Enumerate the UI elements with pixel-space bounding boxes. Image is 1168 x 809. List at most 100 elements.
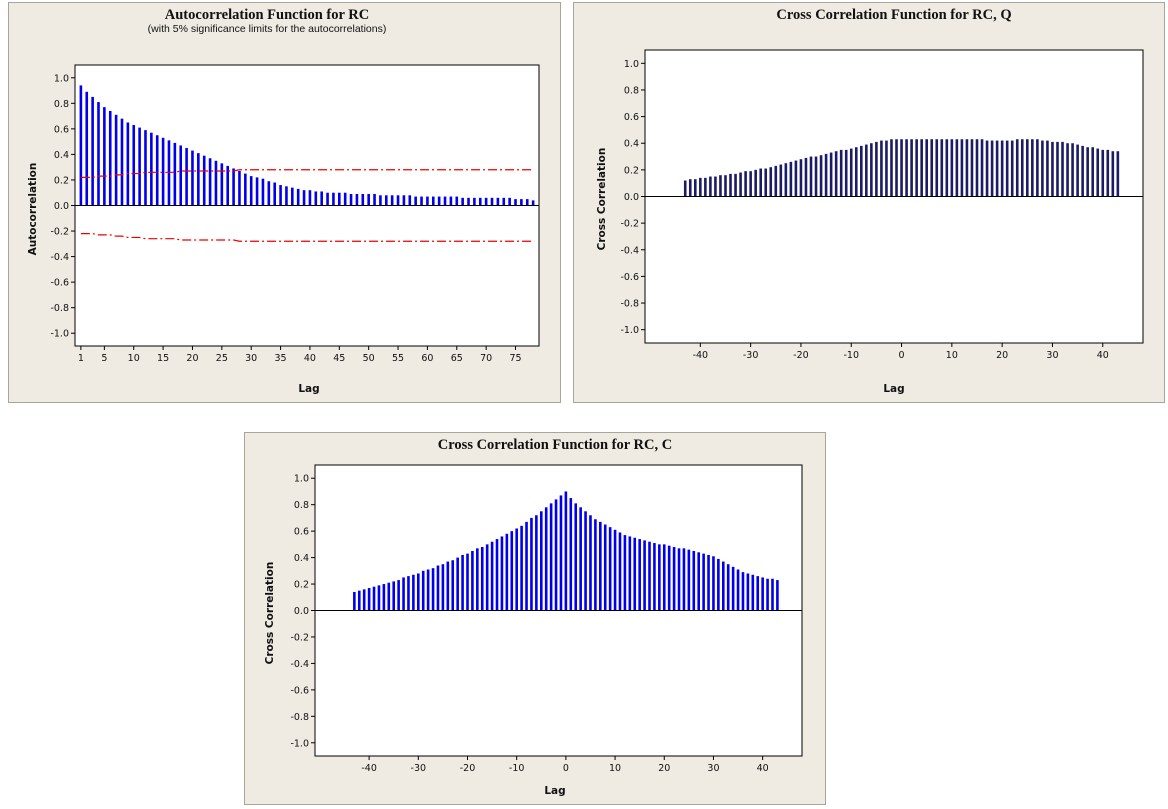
y-tick-label: 0.0 xyxy=(294,606,309,617)
bar-lag--18 xyxy=(476,548,479,611)
bar-lag--30 xyxy=(417,573,420,611)
bar-lag--42 xyxy=(688,179,692,197)
bar-lag-27 xyxy=(697,552,700,611)
bar-lag-25 xyxy=(1026,139,1029,197)
bar-lag-75 xyxy=(514,199,517,206)
bar-lag-23 xyxy=(208,158,212,206)
bar-lag--10 xyxy=(515,528,518,611)
bar-lag--11 xyxy=(844,149,848,197)
y-tick-label: -1.0 xyxy=(620,325,639,336)
bar-lag--25 xyxy=(441,564,445,611)
bar-lag-39 xyxy=(1096,148,1100,197)
x-tick-label: 65 xyxy=(451,353,463,364)
y-tick-label: 1.0 xyxy=(294,474,309,485)
bar-lag-7 xyxy=(114,114,118,206)
bar-lag--22 xyxy=(789,161,793,197)
bar-lag--34 xyxy=(729,173,732,197)
bar-lag--27 xyxy=(764,168,768,197)
bar-lag-30 xyxy=(249,176,253,206)
y-tick-label: 0.0 xyxy=(624,192,639,203)
x-tick-label: 20 xyxy=(658,763,670,774)
bar-lag--35 xyxy=(724,175,727,197)
bar-lag--38 xyxy=(377,585,381,611)
y-tick-label: -0.8 xyxy=(290,712,309,723)
bar-lag-39 xyxy=(302,190,306,206)
x-tick-label: -10 xyxy=(843,350,859,361)
bar-lag-73 xyxy=(502,197,506,206)
bar-lag-47 xyxy=(349,194,353,206)
bar-lag-38 xyxy=(1091,147,1094,197)
bar-lag-50 xyxy=(367,194,370,206)
bar-lag-26 xyxy=(1031,139,1034,197)
x-tick-label: 50 xyxy=(363,353,375,364)
x-tick-label: -30 xyxy=(743,350,759,361)
bar-lag-7 xyxy=(599,521,602,611)
bar-lag-30 xyxy=(1051,141,1054,197)
bar-lag-46 xyxy=(343,192,347,206)
bar-lag--15 xyxy=(824,153,828,197)
bar-lag-49 xyxy=(361,194,365,206)
bar-lag-18 xyxy=(653,543,656,611)
bar-lag-16 xyxy=(980,139,984,197)
y-tick-label: -0.2 xyxy=(50,227,69,238)
bar-lag-64 xyxy=(449,196,453,206)
bar-lag-3 xyxy=(915,139,918,197)
bar-lag-44 xyxy=(332,192,335,206)
bar-lag--10 xyxy=(849,148,853,197)
bar-lag-40 xyxy=(761,577,764,611)
bar-lag-53 xyxy=(384,195,388,206)
bar-lag-9 xyxy=(126,122,130,206)
bar-lag-4 xyxy=(584,511,587,611)
bar-lag--31 xyxy=(412,574,415,611)
bar-lag-25 xyxy=(687,549,691,611)
bar-lag-74 xyxy=(508,197,511,206)
x-tick-label: 1 xyxy=(78,353,84,364)
bar-lag-51 xyxy=(373,194,376,206)
bar-lag-19 xyxy=(185,148,188,206)
bar-lag-1 xyxy=(905,139,908,197)
bar-lag--14 xyxy=(495,539,499,611)
bar-lag--29 xyxy=(421,570,425,611)
bar-lag-18 xyxy=(990,140,994,197)
y-tick-label: 1.0 xyxy=(54,73,69,84)
y-tick-label: -0.2 xyxy=(290,632,309,643)
bar-lag-5 xyxy=(103,107,106,206)
bar-lag-28 xyxy=(238,171,241,206)
bar-lag--24 xyxy=(779,164,783,197)
bar-lag-59 xyxy=(420,196,423,206)
bar-lag-15 xyxy=(638,539,641,611)
y-tick-label: 0.6 xyxy=(294,527,309,538)
bar-lag--26 xyxy=(436,565,440,611)
bar-lag-13 xyxy=(628,536,632,611)
bar-lag--5 xyxy=(539,511,543,611)
bar-lag-36 xyxy=(1081,145,1084,197)
bar-lag-66 xyxy=(461,197,464,206)
bar-lag--13 xyxy=(500,536,504,611)
bar-lag-35 xyxy=(736,569,740,611)
y-tick-label: 1.0 xyxy=(624,59,639,70)
bar-lag--31 xyxy=(744,171,747,197)
acf-chart: Autocorrelation Function for RC (with 5%… xyxy=(27,7,540,395)
bar-lag--23 xyxy=(451,560,455,611)
bar-lag--17 xyxy=(814,156,818,197)
bar-lag--14 xyxy=(829,152,833,197)
y-tick-label: 0.6 xyxy=(624,112,639,123)
bar-lag-37 xyxy=(746,573,750,611)
bar-lag-41 xyxy=(766,578,769,611)
x-tick-label: 10 xyxy=(128,353,140,364)
bar-lag-62 xyxy=(437,196,441,206)
bar-lag-27 xyxy=(232,168,235,206)
bar-lag--37 xyxy=(382,584,386,611)
chart-title: Cross Correlation Function for RC, Q xyxy=(776,7,1011,23)
bar-lag--11 xyxy=(510,531,514,611)
bar-lag--39 xyxy=(372,586,376,611)
y-tick-label: -1.0 xyxy=(290,738,309,749)
bar-lag-33 xyxy=(267,181,271,206)
bar-lag-70 xyxy=(484,197,488,206)
bar-lag-34 xyxy=(273,182,276,206)
bar-lag-30 xyxy=(712,556,715,611)
bar-lag-43 xyxy=(1116,151,1120,197)
bar-lag-22 xyxy=(672,547,676,611)
bar-lag-78 xyxy=(531,200,535,206)
bar-lag-27 xyxy=(1036,139,1039,197)
